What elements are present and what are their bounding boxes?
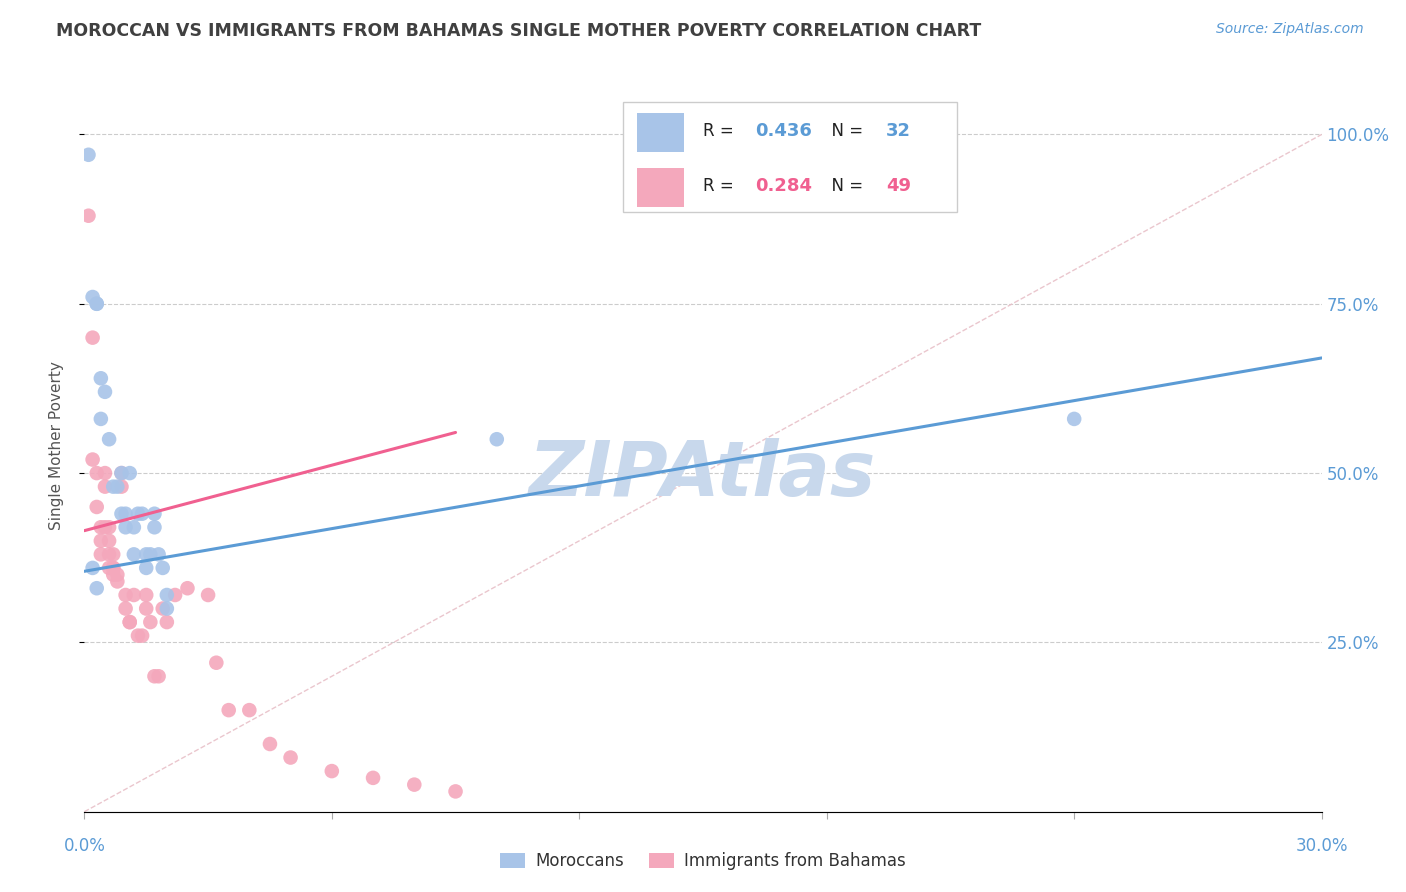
Text: 0.284: 0.284 xyxy=(755,178,813,195)
Point xyxy=(103,561,125,575)
Point xyxy=(122,588,145,602)
Point xyxy=(103,561,125,575)
Point xyxy=(110,480,132,494)
Point xyxy=(114,520,136,534)
Point xyxy=(94,520,117,534)
Point xyxy=(321,764,343,778)
Point xyxy=(139,547,162,561)
Point xyxy=(98,520,121,534)
Point xyxy=(86,297,108,311)
Text: MOROCCAN VS IMMIGRANTS FROM BAHAMAS SINGLE MOTHER POVERTY CORRELATION CHART: MOROCCAN VS IMMIGRANTS FROM BAHAMAS SING… xyxy=(56,22,981,40)
Point xyxy=(118,615,141,629)
Text: 0.436: 0.436 xyxy=(755,122,811,140)
Text: R =: R = xyxy=(703,178,740,195)
Point xyxy=(197,588,219,602)
Point xyxy=(90,533,112,548)
Point xyxy=(114,588,136,602)
Text: N =: N = xyxy=(821,122,868,140)
Point xyxy=(143,669,166,683)
Point xyxy=(148,669,170,683)
Point xyxy=(135,588,157,602)
Point xyxy=(110,466,132,480)
Y-axis label: Single Mother Poverty: Single Mother Poverty xyxy=(49,361,63,531)
Point xyxy=(103,547,125,561)
Point xyxy=(485,432,508,446)
Point xyxy=(131,507,153,521)
Point xyxy=(105,567,128,582)
Point xyxy=(105,480,128,494)
Point xyxy=(86,581,108,595)
Point xyxy=(361,771,384,785)
Point xyxy=(86,297,108,311)
Point xyxy=(280,750,302,764)
Point xyxy=(82,331,104,345)
Text: 30.0%: 30.0% xyxy=(1295,838,1348,855)
Text: 32: 32 xyxy=(886,122,911,140)
Point xyxy=(156,615,179,629)
Text: N =: N = xyxy=(821,178,868,195)
Point xyxy=(143,520,166,534)
Point xyxy=(143,507,166,521)
Point xyxy=(77,209,100,223)
Point xyxy=(90,547,112,561)
Point xyxy=(131,629,153,643)
Point xyxy=(94,466,117,480)
Point xyxy=(148,547,170,561)
Point xyxy=(98,547,121,561)
Point xyxy=(205,656,228,670)
Text: 49: 49 xyxy=(886,178,911,195)
Point xyxy=(110,466,132,480)
Point xyxy=(156,601,179,615)
Text: ZIPAtlas: ZIPAtlas xyxy=(529,438,877,512)
Point xyxy=(103,567,125,582)
Point xyxy=(152,601,174,615)
Point xyxy=(118,466,141,480)
Point xyxy=(118,615,141,629)
Point xyxy=(110,507,132,521)
FancyBboxPatch shape xyxy=(623,103,956,212)
Point xyxy=(94,480,117,494)
Legend: Moroccans, Immigrants from Bahamas: Moroccans, Immigrants from Bahamas xyxy=(494,846,912,877)
Point xyxy=(98,561,121,575)
Point xyxy=(152,561,174,575)
Point xyxy=(127,507,149,521)
Point xyxy=(176,581,198,595)
Point xyxy=(90,520,112,534)
Point xyxy=(135,561,157,575)
Point xyxy=(127,629,149,643)
Text: Source: ZipAtlas.com: Source: ZipAtlas.com xyxy=(1216,22,1364,37)
Point xyxy=(90,371,112,385)
Point xyxy=(82,290,104,304)
Point xyxy=(139,615,162,629)
Point xyxy=(1063,412,1085,426)
FancyBboxPatch shape xyxy=(637,112,685,152)
Point xyxy=(103,480,125,494)
Point xyxy=(135,601,157,615)
Point xyxy=(82,452,104,467)
Point xyxy=(105,574,128,589)
Point xyxy=(90,412,112,426)
Point xyxy=(77,148,100,162)
Point xyxy=(86,500,108,514)
Point xyxy=(86,466,108,480)
Point xyxy=(259,737,281,751)
Point xyxy=(135,547,157,561)
Point xyxy=(98,533,121,548)
Point xyxy=(114,601,136,615)
Point xyxy=(404,778,426,792)
Point xyxy=(444,784,467,798)
Point xyxy=(122,547,145,561)
Text: 0.0%: 0.0% xyxy=(63,838,105,855)
Text: R =: R = xyxy=(703,122,740,140)
Point xyxy=(238,703,260,717)
Point xyxy=(82,561,104,575)
Point xyxy=(122,520,145,534)
Point xyxy=(114,507,136,521)
Point xyxy=(165,588,187,602)
FancyBboxPatch shape xyxy=(637,168,685,207)
Point xyxy=(218,703,240,717)
Point xyxy=(98,432,121,446)
Point xyxy=(94,384,117,399)
Point xyxy=(156,588,179,602)
